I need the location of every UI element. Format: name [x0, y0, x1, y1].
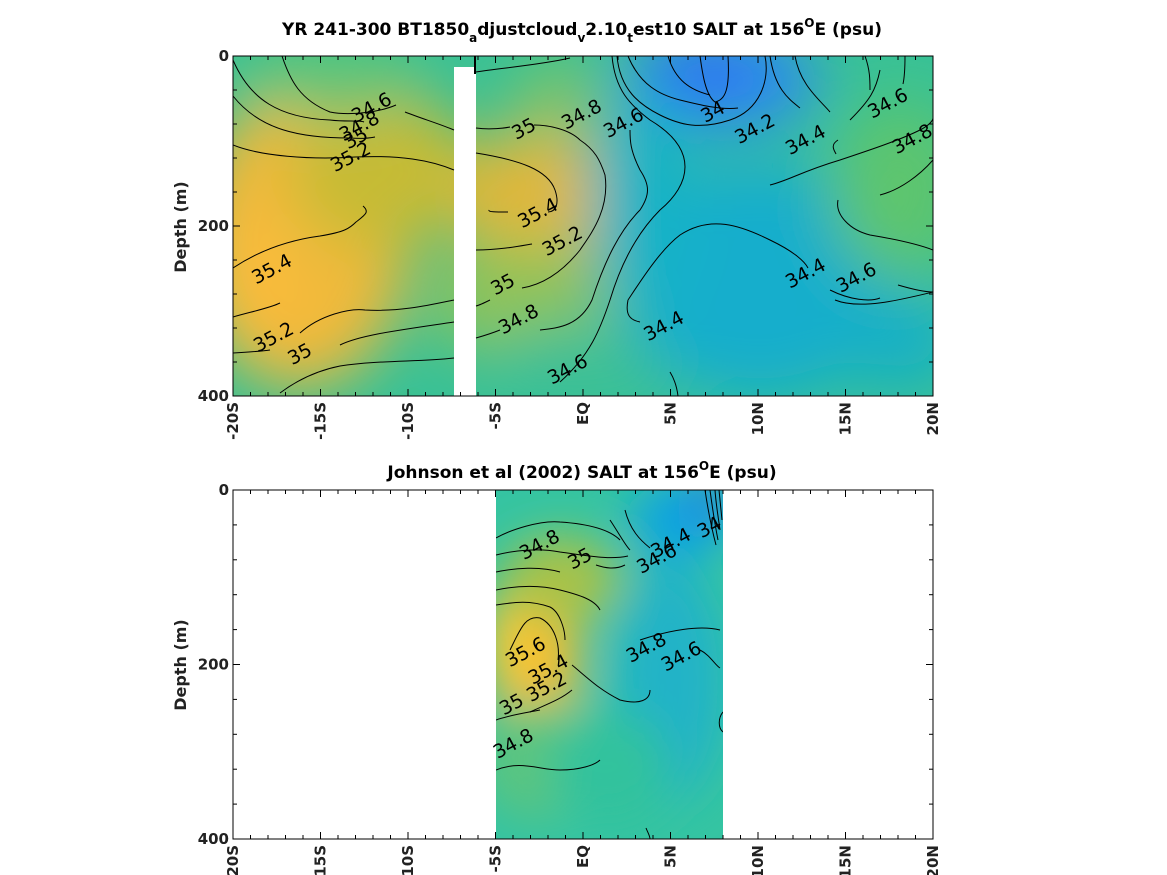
top-y-axis-label: Depth (m): [171, 181, 190, 273]
top-y-tick-label: 400: [198, 387, 229, 405]
top-x-axis: -20S -15S -10S -5S EQ 5N 10N 15N 20N: [224, 56, 942, 440]
top-y-tick-label: 200: [198, 217, 229, 235]
bottom-x-tick-label: EQ: [574, 845, 592, 868]
top-x-tick-label: 15N: [837, 402, 855, 435]
top-data-gap: [454, 67, 476, 396]
top-contour-lines: [233, 56, 933, 396]
bottom-y-axis: 0 200 400: [198, 481, 933, 848]
top-x-tick-label: -5S: [487, 402, 505, 429]
top-x-tick-label: 5N: [662, 402, 680, 425]
bottom-y-tick-label: 0: [219, 481, 229, 499]
bottom-x-axis: -20S -15S -10S -5S EQ 5N 10N 15N 20N: [224, 490, 942, 875]
top-x-tick-label: -10S: [399, 402, 417, 440]
bottom-x-tick-label: -15S: [312, 845, 330, 875]
top-x-tick-label: -15S: [312, 402, 330, 440]
bottom-y-tick-label: 200: [198, 656, 229, 674]
top-x-tick-label: -20S: [224, 402, 242, 440]
top-x-tick-label: 10N: [749, 402, 767, 435]
bottom-x-tick-label: -20S: [224, 845, 242, 875]
bottom-contour-lines: [496, 490, 723, 839]
top-panel: YR 241-300 BT1850adjustcloudv2.10test10 …: [171, 16, 942, 440]
top-x-tick-label: EQ: [574, 402, 592, 425]
top-panel-title: YR 241-300 BT1850adjustcloudv2.10test10 …: [281, 16, 882, 45]
bottom-x-tick-label: -5S: [487, 845, 505, 872]
bottom-x-tick-label: 10N: [749, 845, 767, 875]
bottom-panel-title: Johnson et al (2002) SALT at 156OE (psu): [386, 459, 776, 483]
bottom-y-axis-label: Depth (m): [171, 619, 190, 711]
bottom-x-tick-label: -10S: [399, 845, 417, 875]
top-y-tick-label: 0: [219, 47, 229, 65]
bottom-panel: Johnson et al (2002) SALT at 156OE (psu)…: [171, 459, 942, 875]
top-y-axis: 0 200 400: [198, 47, 933, 405]
bottom-x-tick-label: 5N: [662, 845, 680, 868]
bottom-x-tick-label: 20N: [924, 845, 942, 875]
top-gap-tick: [474, 56, 476, 74]
top-x-tick-label: 20N: [924, 402, 942, 435]
bottom-x-tick-label: 15N: [837, 845, 855, 875]
bottom-y-tick-label: 400: [198, 830, 229, 848]
bottom-salinity-field: [496, 490, 723, 839]
